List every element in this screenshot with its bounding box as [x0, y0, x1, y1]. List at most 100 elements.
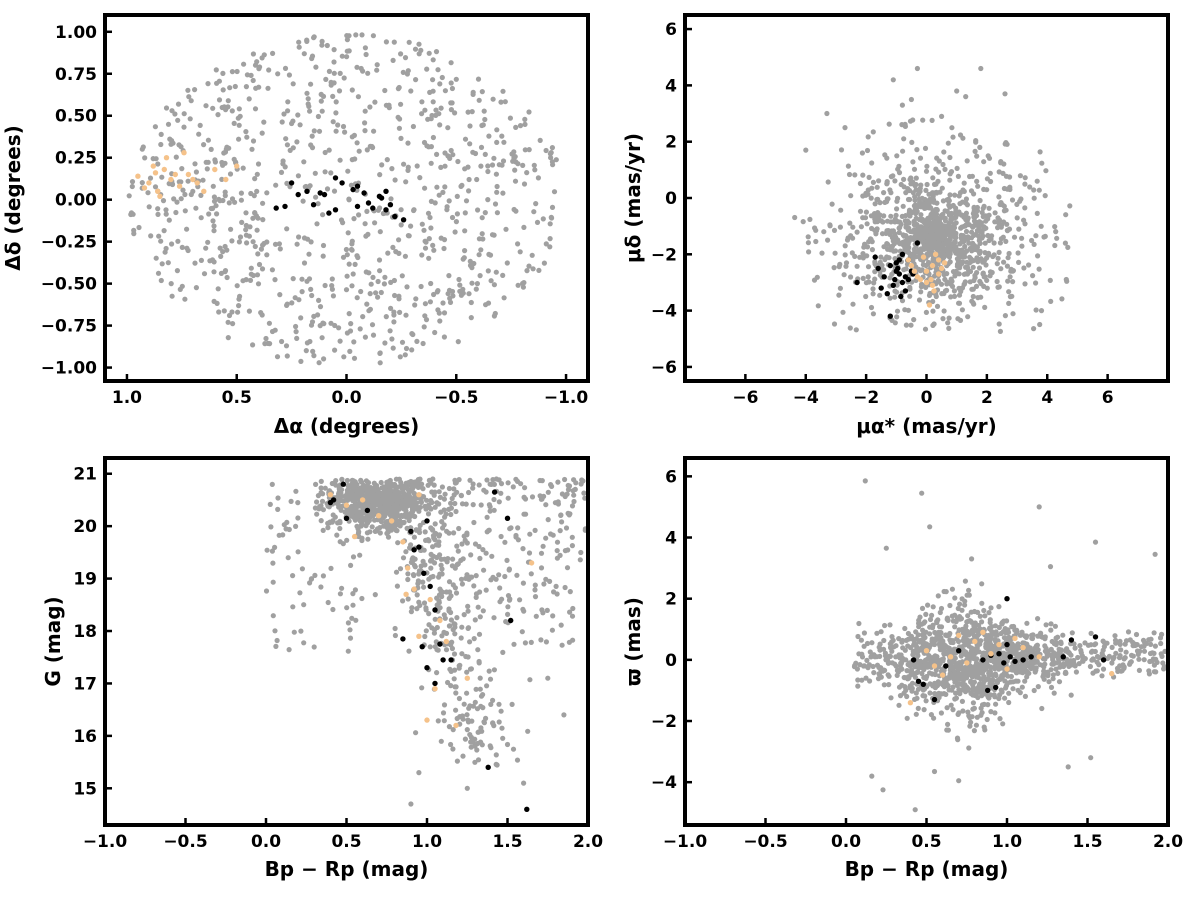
background-point — [893, 212, 899, 218]
background-point — [549, 204, 556, 210]
background-point — [453, 480, 459, 486]
background-point — [1030, 273, 1036, 279]
data-point — [330, 497, 337, 503]
background-point — [390, 345, 396, 351]
background-point — [861, 630, 868, 636]
data-point — [155, 188, 161, 194]
background-point — [466, 291, 472, 297]
background-point — [827, 223, 833, 229]
background-point — [531, 162, 537, 168]
background-point — [559, 491, 566, 497]
background-point — [533, 613, 539, 619]
background-point — [953, 663, 959, 669]
background-point — [404, 71, 410, 77]
background-point — [952, 273, 958, 279]
background-point — [205, 159, 211, 165]
background-point — [211, 228, 217, 234]
background-point — [998, 160, 1004, 166]
background-point — [1062, 240, 1068, 246]
background-point — [952, 679, 958, 685]
background-point — [382, 274, 388, 280]
background-point — [521, 224, 527, 230]
background-point — [470, 739, 476, 745]
background-point — [474, 281, 480, 287]
background-point — [945, 238, 951, 244]
background-point — [445, 679, 451, 686]
data-point — [854, 279, 860, 286]
background-point — [349, 283, 355, 289]
background-point — [394, 583, 400, 589]
data-point — [343, 515, 350, 521]
background-point — [487, 676, 494, 682]
data-point — [890, 282, 896, 288]
background-point — [207, 258, 213, 264]
background-point — [569, 613, 576, 619]
background-point — [485, 168, 491, 175]
data-point — [201, 188, 207, 194]
background-point — [507, 526, 513, 532]
background-point — [414, 606, 420, 612]
background-point — [397, 566, 404, 572]
background-point — [521, 608, 527, 614]
data-point — [400, 217, 407, 223]
background-point — [403, 345, 410, 352]
y-tick-label: 1.00 — [55, 23, 97, 43]
background-point — [448, 107, 454, 113]
background-point — [468, 299, 474, 306]
background-point — [955, 737, 961, 743]
background-point — [913, 222, 919, 228]
background-point — [166, 217, 172, 223]
background-point — [453, 684, 459, 690]
background-point — [512, 167, 518, 173]
background-point — [485, 268, 491, 274]
background-point — [967, 664, 973, 670]
background-point — [548, 531, 554, 537]
background-point — [842, 243, 848, 249]
background-point — [930, 308, 936, 314]
background-point — [948, 242, 954, 248]
background-point — [882, 152, 888, 158]
background-point — [971, 664, 977, 670]
background-point — [301, 640, 307, 646]
background-point — [296, 39, 302, 45]
background-point — [935, 239, 942, 245]
background-point — [340, 254, 347, 260]
background-point — [342, 509, 348, 515]
background-point — [907, 284, 913, 290]
background-point — [1031, 687, 1037, 694]
background-point — [428, 574, 434, 580]
background-point — [226, 312, 233, 319]
background-point — [994, 261, 1000, 267]
background-point — [367, 529, 373, 535]
background-point — [365, 536, 371, 542]
background-point — [354, 140, 360, 146]
y-axis-label: μδ (mas/yr) — [621, 133, 645, 263]
background-point — [299, 289, 305, 295]
background-point — [391, 309, 397, 315]
background-point — [349, 503, 355, 509]
background-point — [896, 163, 902, 169]
background-point — [365, 70, 371, 76]
background-point — [952, 246, 958, 252]
background-point — [427, 89, 433, 95]
background-point — [570, 488, 576, 494]
background-point — [1014, 201, 1020, 207]
background-point — [528, 639, 534, 646]
background-point — [467, 477, 473, 483]
background-point — [874, 630, 880, 636]
background-point — [1017, 173, 1024, 179]
background-point — [222, 189, 228, 195]
background-point — [270, 579, 276, 585]
background-point — [341, 75, 347, 81]
background-point — [923, 698, 929, 704]
background-point — [477, 686, 483, 692]
data-point — [935, 271, 942, 277]
background-point — [480, 705, 486, 711]
background-point — [976, 629, 982, 635]
background-point — [947, 259, 953, 265]
background-point — [888, 213, 894, 219]
background-point — [563, 525, 570, 531]
background-point — [872, 219, 878, 225]
background-point — [227, 85, 233, 91]
background-point — [792, 214, 798, 221]
